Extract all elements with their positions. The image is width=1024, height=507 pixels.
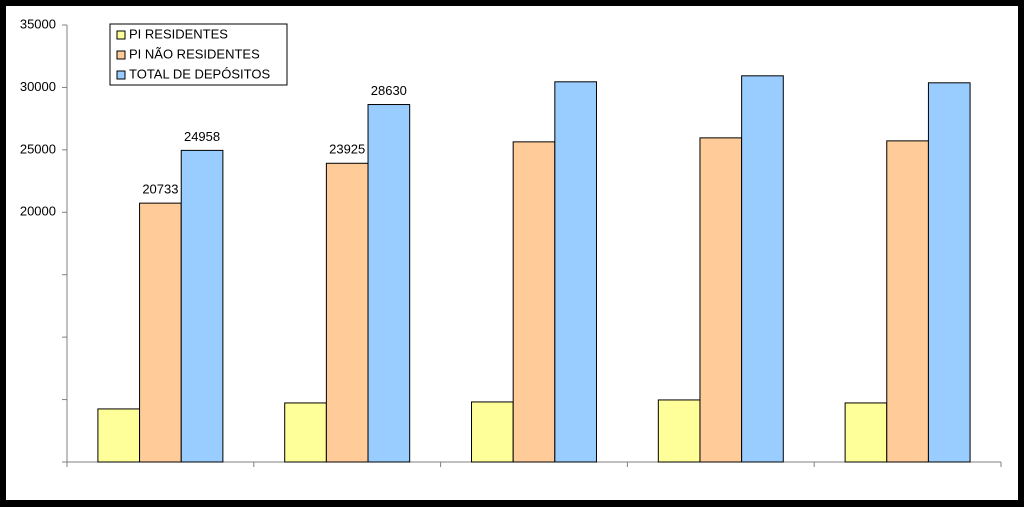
legend-label: TOTAL DE DEPÓSITOS: [129, 66, 270, 81]
legend-box: [109, 23, 288, 86]
bar: [657, 399, 701, 463]
data-label: 20733: [142, 182, 178, 197]
y-tick-label: 30000: [20, 79, 56, 94]
legend-swatch: [116, 30, 126, 40]
bar: [325, 162, 369, 463]
bar: [180, 149, 224, 463]
bar: [512, 141, 556, 463]
bar: [699, 137, 743, 463]
data-label: 28630: [371, 83, 407, 98]
bar: [284, 402, 327, 463]
bar: [554, 81, 597, 463]
legend-swatch: [116, 50, 126, 60]
bar: [97, 408, 141, 463]
legend-label: PI RESIDENTES: [129, 26, 228, 41]
bar: [886, 140, 929, 463]
bar: [741, 75, 784, 463]
bar: [367, 104, 411, 463]
bar: [927, 82, 971, 463]
data-label: 24958: [184, 129, 220, 144]
bar: [844, 402, 888, 463]
y-tick-label: 20000: [20, 204, 56, 219]
legend-label: PI NÃO RESIDENTES: [129, 46, 260, 61]
bar: [139, 202, 182, 463]
legend-swatch: [116, 70, 126, 80]
data-label: 23925: [329, 142, 365, 157]
y-tick-label: 25000: [20, 141, 56, 156]
bar: [471, 401, 514, 463]
y-tick-label: 35000: [20, 16, 56, 31]
